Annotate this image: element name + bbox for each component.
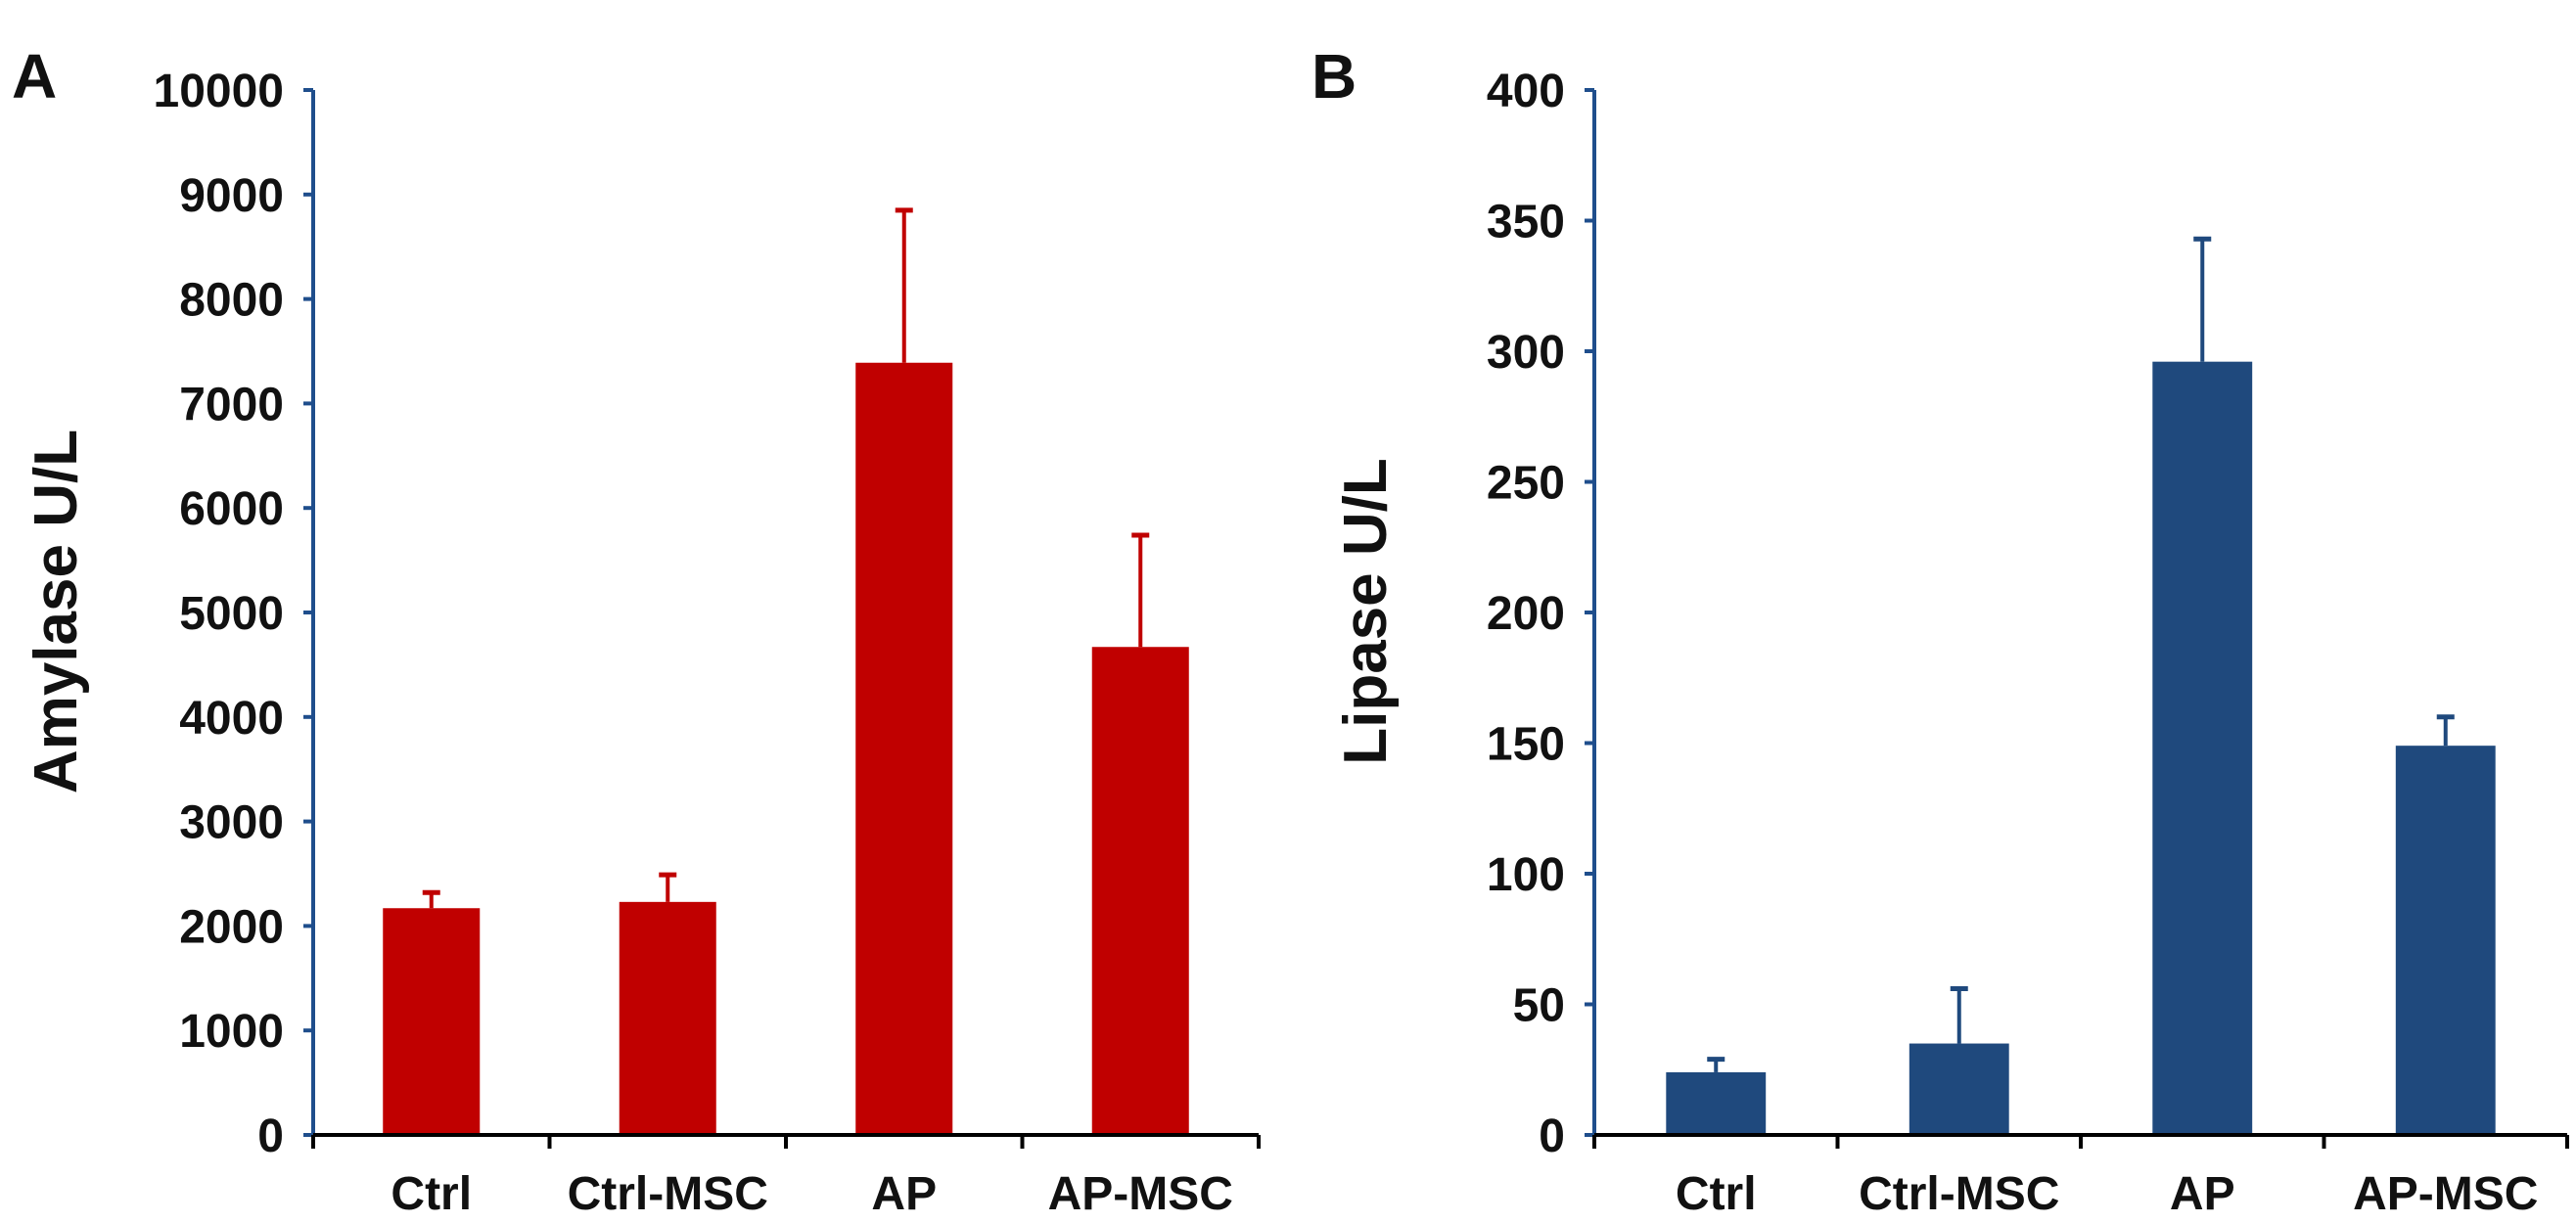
bar-ap-msc [2395, 746, 2496, 1135]
x-tick-label: Ctrl [1676, 1168, 1757, 1220]
bar-ap-msc [1091, 647, 1189, 1135]
bar-ctrl [1666, 1071, 1767, 1135]
y-tick-label: 150 [1487, 719, 1565, 771]
bar-ctrl-msc [619, 901, 716, 1135]
y-tick-label: 5000 [179, 588, 284, 640]
y-tick-label: 10000 [154, 66, 284, 117]
bar-ctrl [383, 908, 481, 1135]
y-tick-label: 300 [1487, 327, 1565, 379]
x-tick-label: AP-MSC [2353, 1168, 2538, 1220]
y-tick-label: 0 [257, 1110, 284, 1162]
y-tick-label: 100 [1487, 849, 1565, 901]
x-tick-label: AP [2170, 1168, 2235, 1220]
bar-ap [2152, 361, 2253, 1135]
panel-b-lipase-chart: B Lipase U/L Ctrl Ctrl-MSC AP AP-MSC 0 50 100 1… [1311, 41, 2569, 1220]
x-tick-label: AP-MSC [1048, 1168, 1233, 1220]
y-tick-label: 8000 [179, 275, 284, 327]
y-axis-title-b: Lipase U/L [1332, 458, 1400, 765]
y-tick-label: 400 [1487, 66, 1565, 117]
y-tick-label: 0 [1539, 1110, 1565, 1162]
y-tick-label: 50 [1513, 980, 1565, 1032]
x-tick-label: Ctrl-MSC [1859, 1168, 2059, 1220]
y-tick-label: 1000 [179, 1006, 284, 1058]
bar-ap [855, 362, 953, 1135]
y-tick-label: 4000 [179, 693, 284, 745]
panel-a-amylase-chart: A Amylase U/L Ctrl Ctrl-MSC AP AP-MSC 0 1000 2… [12, 41, 1261, 1220]
y-tick-label: 9000 [179, 170, 284, 222]
y-tick-label: 7000 [179, 379, 284, 430]
y-axis-title-a: Amylase U/L [23, 430, 90, 793]
y-tick-label: 250 [1487, 458, 1565, 510]
x-tick-label: Ctrl-MSC [568, 1168, 768, 1220]
x-tick-label: AP [871, 1168, 937, 1220]
panel-letter-b: B [1311, 41, 1357, 112]
y-tick-label: 6000 [179, 483, 284, 535]
bar-ctrl-msc [1909, 1043, 2009, 1135]
panel-letter-a: A [12, 41, 57, 112]
y-tick-label: 200 [1487, 588, 1565, 640]
y-tick-label: 350 [1487, 197, 1565, 249]
y-tick-label: 2000 [179, 901, 284, 953]
x-tick-label: Ctrl [391, 1168, 472, 1220]
y-tick-label: 3000 [179, 797, 284, 849]
